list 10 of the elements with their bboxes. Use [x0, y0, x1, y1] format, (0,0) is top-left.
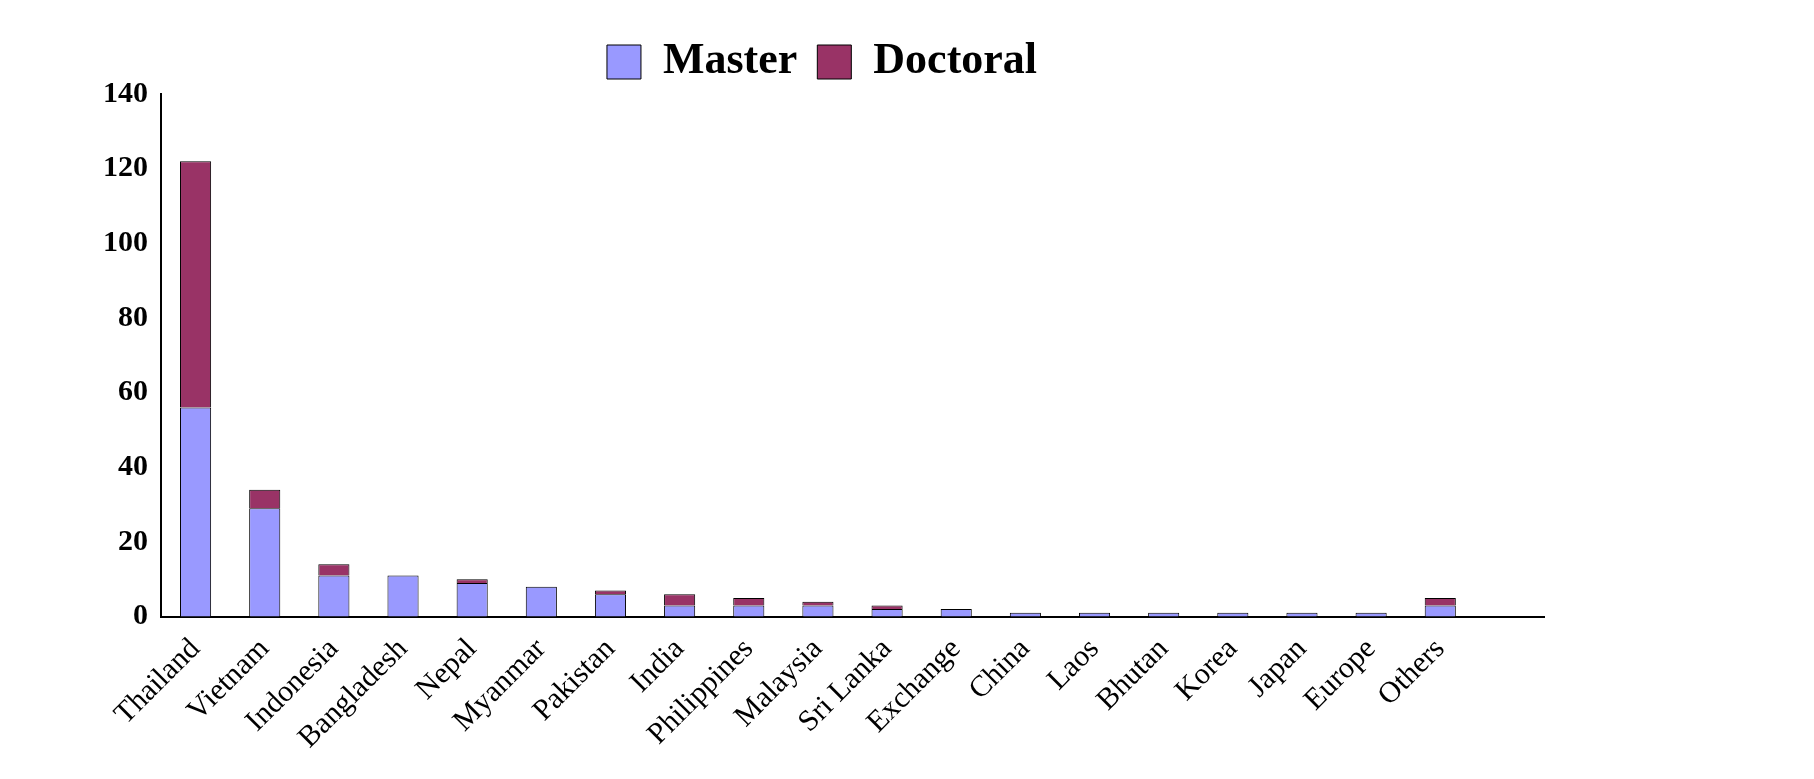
- y-tick-label: 40: [118, 448, 148, 482]
- y-tick-label: 120: [103, 149, 148, 183]
- y-tick-label: 100: [103, 224, 148, 258]
- y-tick-label: 140: [103, 74, 148, 108]
- y-tick-label: 80: [118, 298, 148, 332]
- y-tick-label: 0: [133, 597, 148, 631]
- legend-label: Doctoral: [873, 34, 1038, 84]
- y-tick-label: 60: [118, 373, 148, 407]
- y-tick-label: 20: [118, 522, 148, 556]
- legend-label: Master: [662, 34, 798, 84]
